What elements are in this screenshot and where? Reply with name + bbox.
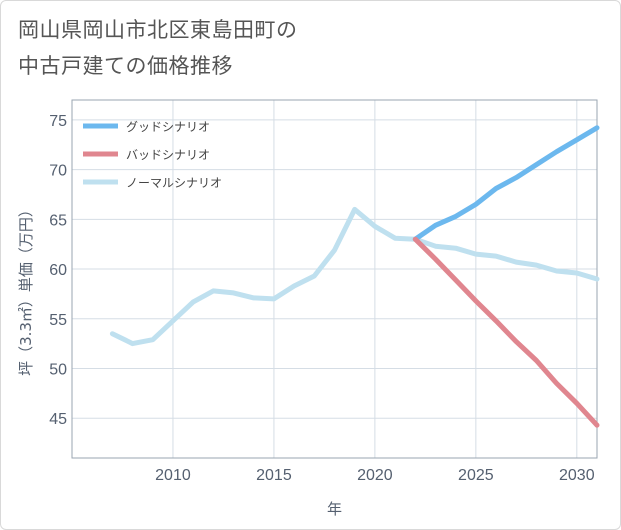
y-tick-label-75: 75 [49,113,67,130]
series-line-bad [412,236,600,428]
chart-title-line-1: 岡山県岡山市北区東島田町の [18,18,298,42]
legend-label-normal: ノーマルシナリオ [126,176,222,190]
y-tick-label-45: 45 [49,411,67,428]
y-tick-label-70: 70 [49,163,67,180]
y-tick-label-60: 60 [49,262,67,279]
chart-title: 岡山県岡山市北区東島田町の 中古戸建ての価格推移 [18,12,578,84]
x-tick-label-2020: 2020 [357,467,393,484]
grid [72,100,597,458]
legend-label-good: グッドシナリオ [126,120,210,134]
series-line-normal [109,206,600,347]
y-tick-label-65: 65 [49,212,67,229]
y-axis-title: 坪（3.3㎡）単価（万円） [17,202,35,376]
series-line-good [412,125,600,242]
x-tick-label-2030: 2030 [559,467,595,484]
chart-title-line-2: 中古戸建ての価格推移 [18,54,233,78]
legend-label-bad: バッドシナリオ [126,148,210,162]
x-tick-label-2010: 2010 [155,467,191,484]
y-tick-label-55: 55 [49,312,67,329]
y-tick-label-50: 50 [49,362,67,379]
x-axis-title: 年 [327,500,342,518]
x-tick-label-2025: 2025 [458,467,494,484]
x-tick-labels: 2010 2015 2020 2025 2030 [155,467,595,484]
x-tick-label-2015: 2015 [256,467,292,484]
series-lines [109,125,600,428]
y-tick-labels: 45 50 55 60 65 70 75 [49,113,67,428]
